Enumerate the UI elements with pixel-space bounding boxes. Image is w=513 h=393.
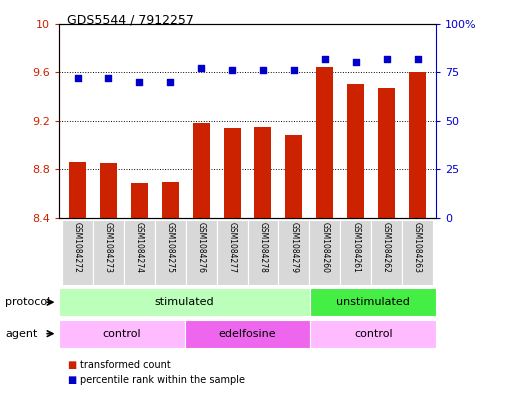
- Text: edelfosine: edelfosine: [219, 329, 277, 339]
- Text: GSM1084262: GSM1084262: [382, 222, 391, 273]
- Bar: [402, 220, 433, 285]
- Text: GSM1084278: GSM1084278: [259, 222, 267, 273]
- Text: GSM1084279: GSM1084279: [289, 222, 299, 273]
- Text: GSM1084275: GSM1084275: [166, 222, 175, 273]
- Text: GSM1084260: GSM1084260: [320, 222, 329, 273]
- Text: protocol: protocol: [5, 297, 50, 307]
- Text: GSM1084276: GSM1084276: [196, 222, 206, 273]
- Bar: [131, 183, 148, 218]
- Bar: [310, 288, 436, 316]
- Bar: [224, 128, 241, 218]
- Bar: [69, 162, 86, 218]
- Bar: [248, 220, 279, 285]
- Point: [197, 65, 205, 72]
- Text: transformed count: transformed count: [80, 360, 170, 370]
- Point: [413, 55, 422, 62]
- Text: GSM1084272: GSM1084272: [73, 222, 82, 273]
- Bar: [62, 220, 93, 285]
- Bar: [93, 220, 124, 285]
- Text: GDS5544 / 7912257: GDS5544 / 7912257: [67, 14, 193, 27]
- Point: [104, 75, 112, 81]
- Bar: [317, 67, 333, 218]
- Bar: [155, 220, 186, 285]
- Bar: [309, 220, 340, 285]
- Point: [228, 67, 236, 73]
- Bar: [59, 288, 310, 316]
- Text: stimulated: stimulated: [155, 297, 214, 307]
- Bar: [185, 320, 310, 348]
- Point: [166, 79, 174, 85]
- Bar: [347, 84, 364, 218]
- Text: GSM1084277: GSM1084277: [228, 222, 236, 273]
- Bar: [285, 136, 302, 218]
- Point: [351, 59, 360, 66]
- Text: control: control: [103, 329, 141, 339]
- Point: [259, 67, 267, 73]
- Bar: [340, 220, 371, 285]
- Point: [135, 79, 144, 85]
- Bar: [409, 72, 426, 218]
- Text: unstimulated: unstimulated: [336, 297, 410, 307]
- Point: [321, 55, 329, 62]
- Bar: [124, 220, 155, 285]
- Text: agent: agent: [5, 329, 37, 339]
- Point: [73, 75, 82, 81]
- Text: GSM1084261: GSM1084261: [351, 222, 360, 273]
- Bar: [254, 127, 271, 218]
- Text: GSM1084263: GSM1084263: [413, 222, 422, 273]
- Bar: [310, 320, 436, 348]
- Text: ■: ■: [67, 375, 76, 386]
- Point: [290, 67, 298, 73]
- Text: control: control: [354, 329, 392, 339]
- Bar: [193, 123, 210, 218]
- Bar: [186, 220, 216, 285]
- Bar: [378, 88, 395, 218]
- Text: GSM1084273: GSM1084273: [104, 222, 113, 273]
- Bar: [279, 220, 309, 285]
- Bar: [162, 182, 179, 218]
- Point: [383, 55, 391, 62]
- Bar: [216, 220, 248, 285]
- Text: GSM1084274: GSM1084274: [135, 222, 144, 273]
- Bar: [59, 320, 185, 348]
- Text: percentile rank within the sample: percentile rank within the sample: [80, 375, 245, 386]
- Text: ■: ■: [67, 360, 76, 370]
- Bar: [371, 220, 402, 285]
- Bar: [100, 163, 117, 218]
